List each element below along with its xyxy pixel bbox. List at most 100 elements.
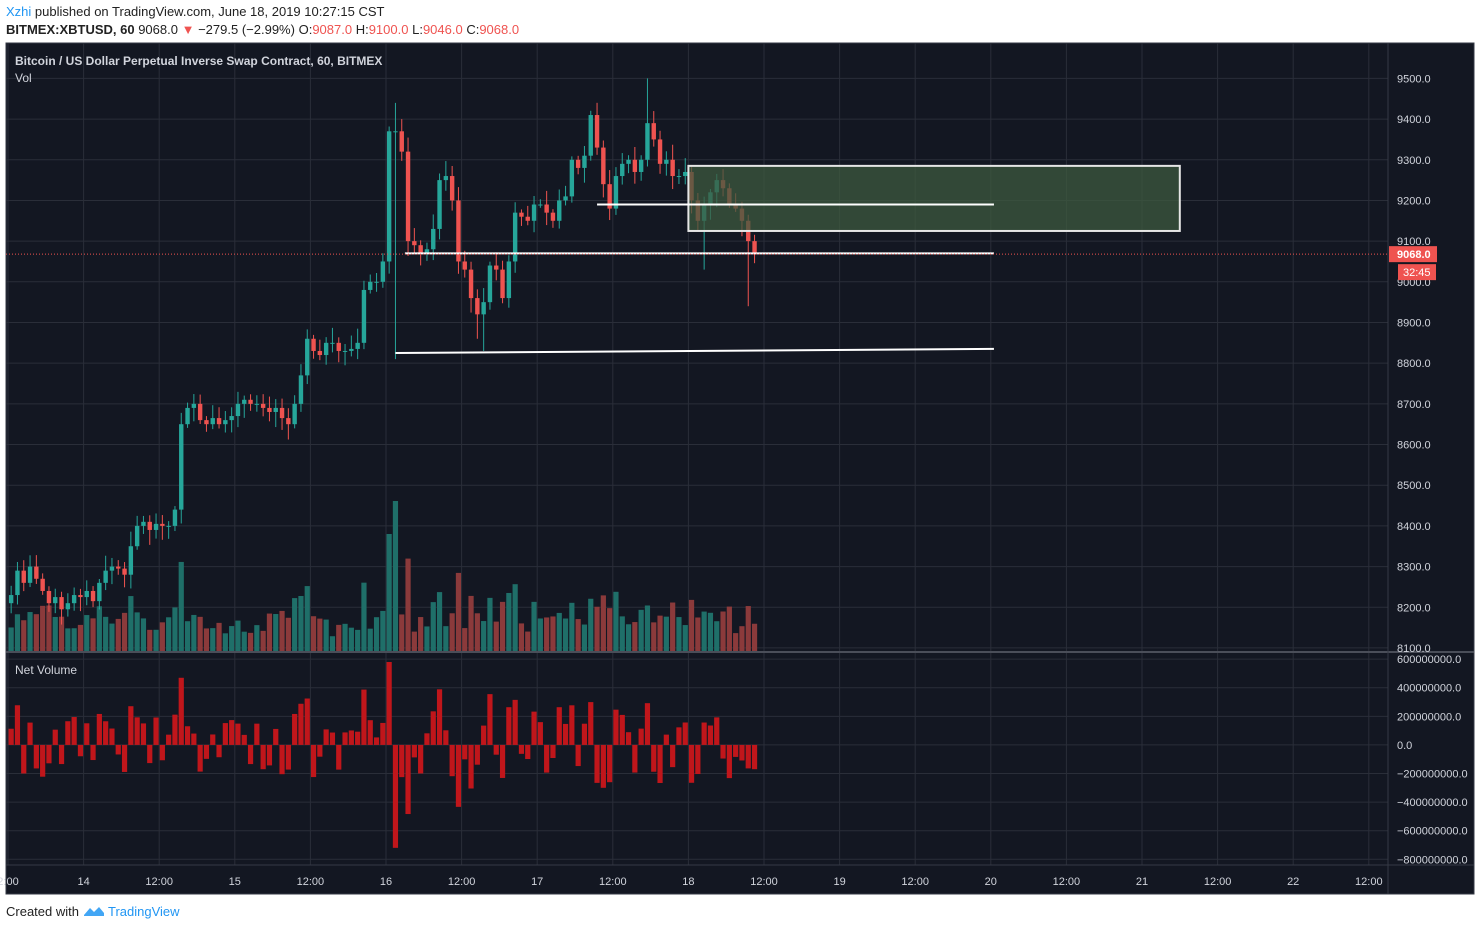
price-axis[interactable]: 8100.0 8200.0 8300.0 8400.0 8500.0 8600.0 8700… bbox=[1397, 73, 1431, 655]
net-volume-bar bbox=[751, 744, 758, 770]
candle bbox=[116, 560, 121, 575]
net-volume-axis[interactable]: −800000000.0 −600000000.0 −400000000.0 −200… bbox=[1397, 654, 1468, 866]
net-volume-bar bbox=[355, 731, 361, 745]
low-value: 9046.0 bbox=[422, 22, 463, 37]
volume-bar bbox=[229, 626, 235, 651]
net-volume-bar bbox=[222, 723, 228, 745]
volume-bar bbox=[518, 623, 525, 651]
net-volume-bar bbox=[682, 722, 688, 745]
net-volume-bar bbox=[449, 744, 455, 777]
time-tick-label: 12:00 bbox=[1053, 876, 1081, 888]
net-volume-bar bbox=[670, 744, 676, 768]
created-with-text: Created with bbox=[6, 904, 79, 919]
volume-bar bbox=[247, 632, 254, 651]
volume-bar bbox=[556, 612, 562, 651]
candle bbox=[594, 102, 600, 155]
time-tick-label: 15 bbox=[229, 876, 241, 888]
price-change: −279.5 (−2.99%) bbox=[198, 22, 295, 37]
candle bbox=[298, 364, 304, 412]
volume-bar bbox=[27, 612, 33, 651]
candle bbox=[670, 144, 675, 190]
time-axis[interactable]: 2:00 14 12:00 15 12:00 16 12:00 17 12:00 18 12:00 1… bbox=[0, 876, 1383, 888]
net-volume-tick-label: 400000000.0 bbox=[1397, 683, 1461, 695]
net-volume-bar bbox=[644, 703, 651, 745]
candle bbox=[65, 593, 71, 617]
candle bbox=[305, 329, 310, 385]
volume-bar bbox=[670, 602, 676, 651]
candle bbox=[185, 402, 190, 428]
volume-bar bbox=[373, 617, 380, 651]
volume-bar bbox=[273, 614, 279, 651]
volume-bar bbox=[355, 629, 361, 651]
candle bbox=[147, 515, 152, 545]
volume-bar bbox=[714, 621, 720, 651]
net-volume-bar bbox=[266, 744, 273, 766]
net-volume-bar bbox=[128, 706, 134, 745]
candle bbox=[273, 399, 278, 428]
volume-bar bbox=[638, 609, 644, 651]
net-volume-bar bbox=[235, 723, 241, 745]
volume-bar bbox=[380, 610, 386, 651]
price-tick-label: 8800.0 bbox=[1397, 358, 1431, 370]
time-tick-label: 22 bbox=[1287, 876, 1299, 888]
volume-bar bbox=[222, 633, 228, 651]
candle bbox=[601, 140, 606, 198]
net-volume-bar bbox=[525, 744, 531, 760]
net-volume-bar bbox=[367, 720, 373, 745]
volume-bar bbox=[481, 621, 487, 651]
volume-bar bbox=[115, 618, 121, 651]
net-volume-bars bbox=[8, 662, 758, 848]
volume-label: Vol bbox=[15, 71, 32, 85]
volume-bar bbox=[241, 631, 247, 651]
author-link[interactable]: Xzhi bbox=[6, 4, 32, 19]
candle bbox=[626, 155, 631, 174]
net-volume-bar bbox=[178, 677, 184, 745]
last-price: 9068.0 bbox=[138, 22, 178, 37]
close-label: C: bbox=[466, 22, 480, 37]
candle bbox=[475, 289, 480, 339]
candle bbox=[519, 209, 524, 226]
tradingview-link[interactable]: TradingView bbox=[108, 904, 180, 919]
net-volume-bar bbox=[575, 744, 581, 767]
countdown-tag bbox=[1398, 264, 1436, 281]
net-volume-bar bbox=[336, 744, 342, 770]
volume-bar bbox=[462, 628, 468, 651]
net-volume-bar bbox=[405, 744, 411, 815]
last-price-tag-label: 9068.0 bbox=[1397, 249, 1431, 261]
candle bbox=[97, 579, 102, 610]
candle bbox=[557, 189, 562, 229]
volume-bar bbox=[688, 599, 695, 651]
candle bbox=[487, 261, 493, 310]
footer: Created with TradingView bbox=[6, 904, 180, 919]
volume-bar bbox=[474, 613, 480, 651]
open-label: O: bbox=[298, 22, 313, 37]
net-volume-bar bbox=[550, 744, 556, 759]
drawings[interactable] bbox=[395, 164, 1181, 354]
volume-bar bbox=[52, 616, 58, 651]
candle bbox=[638, 155, 644, 181]
net-volume-bar bbox=[21, 744, 27, 774]
candle bbox=[500, 260, 505, 304]
volume-bar bbox=[260, 630, 266, 651]
net-volume-bar bbox=[229, 720, 235, 745]
net-volume-bar bbox=[556, 707, 562, 745]
net-volume-bar bbox=[153, 717, 159, 745]
candle bbox=[229, 407, 234, 433]
net-volume-bar bbox=[342, 732, 348, 745]
price-tick-label: 9200.0 bbox=[1397, 195, 1431, 207]
candle bbox=[109, 557, 115, 585]
volume-bar bbox=[493, 621, 499, 651]
volume-bar bbox=[499, 601, 506, 651]
publish-info: Xzhi published on TradingView.com, June … bbox=[6, 4, 384, 19]
net-volume-bar bbox=[27, 722, 33, 745]
candle bbox=[412, 228, 417, 254]
net-volume-tick-label: −400000000.0 bbox=[1397, 797, 1468, 809]
candle bbox=[216, 407, 222, 429]
volume-bar bbox=[707, 612, 714, 651]
time-tick-label: 12:00 bbox=[599, 876, 627, 888]
volume-bar bbox=[531, 601, 537, 651]
candle bbox=[657, 130, 663, 174]
candle bbox=[78, 588, 83, 612]
candle bbox=[103, 555, 108, 591]
